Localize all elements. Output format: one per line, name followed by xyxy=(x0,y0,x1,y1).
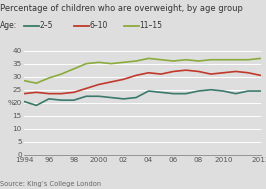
Text: Percentage of children who are overweight, by age group: Percentage of children who are overweigh… xyxy=(0,4,243,13)
Text: 11–15: 11–15 xyxy=(139,21,162,30)
Text: Source: King’s College London: Source: King’s College London xyxy=(0,181,101,187)
Y-axis label: %: % xyxy=(8,100,15,106)
Text: 6–10: 6–10 xyxy=(89,21,108,30)
Text: 2–5: 2–5 xyxy=(39,21,53,30)
Text: Age:: Age: xyxy=(0,21,17,30)
